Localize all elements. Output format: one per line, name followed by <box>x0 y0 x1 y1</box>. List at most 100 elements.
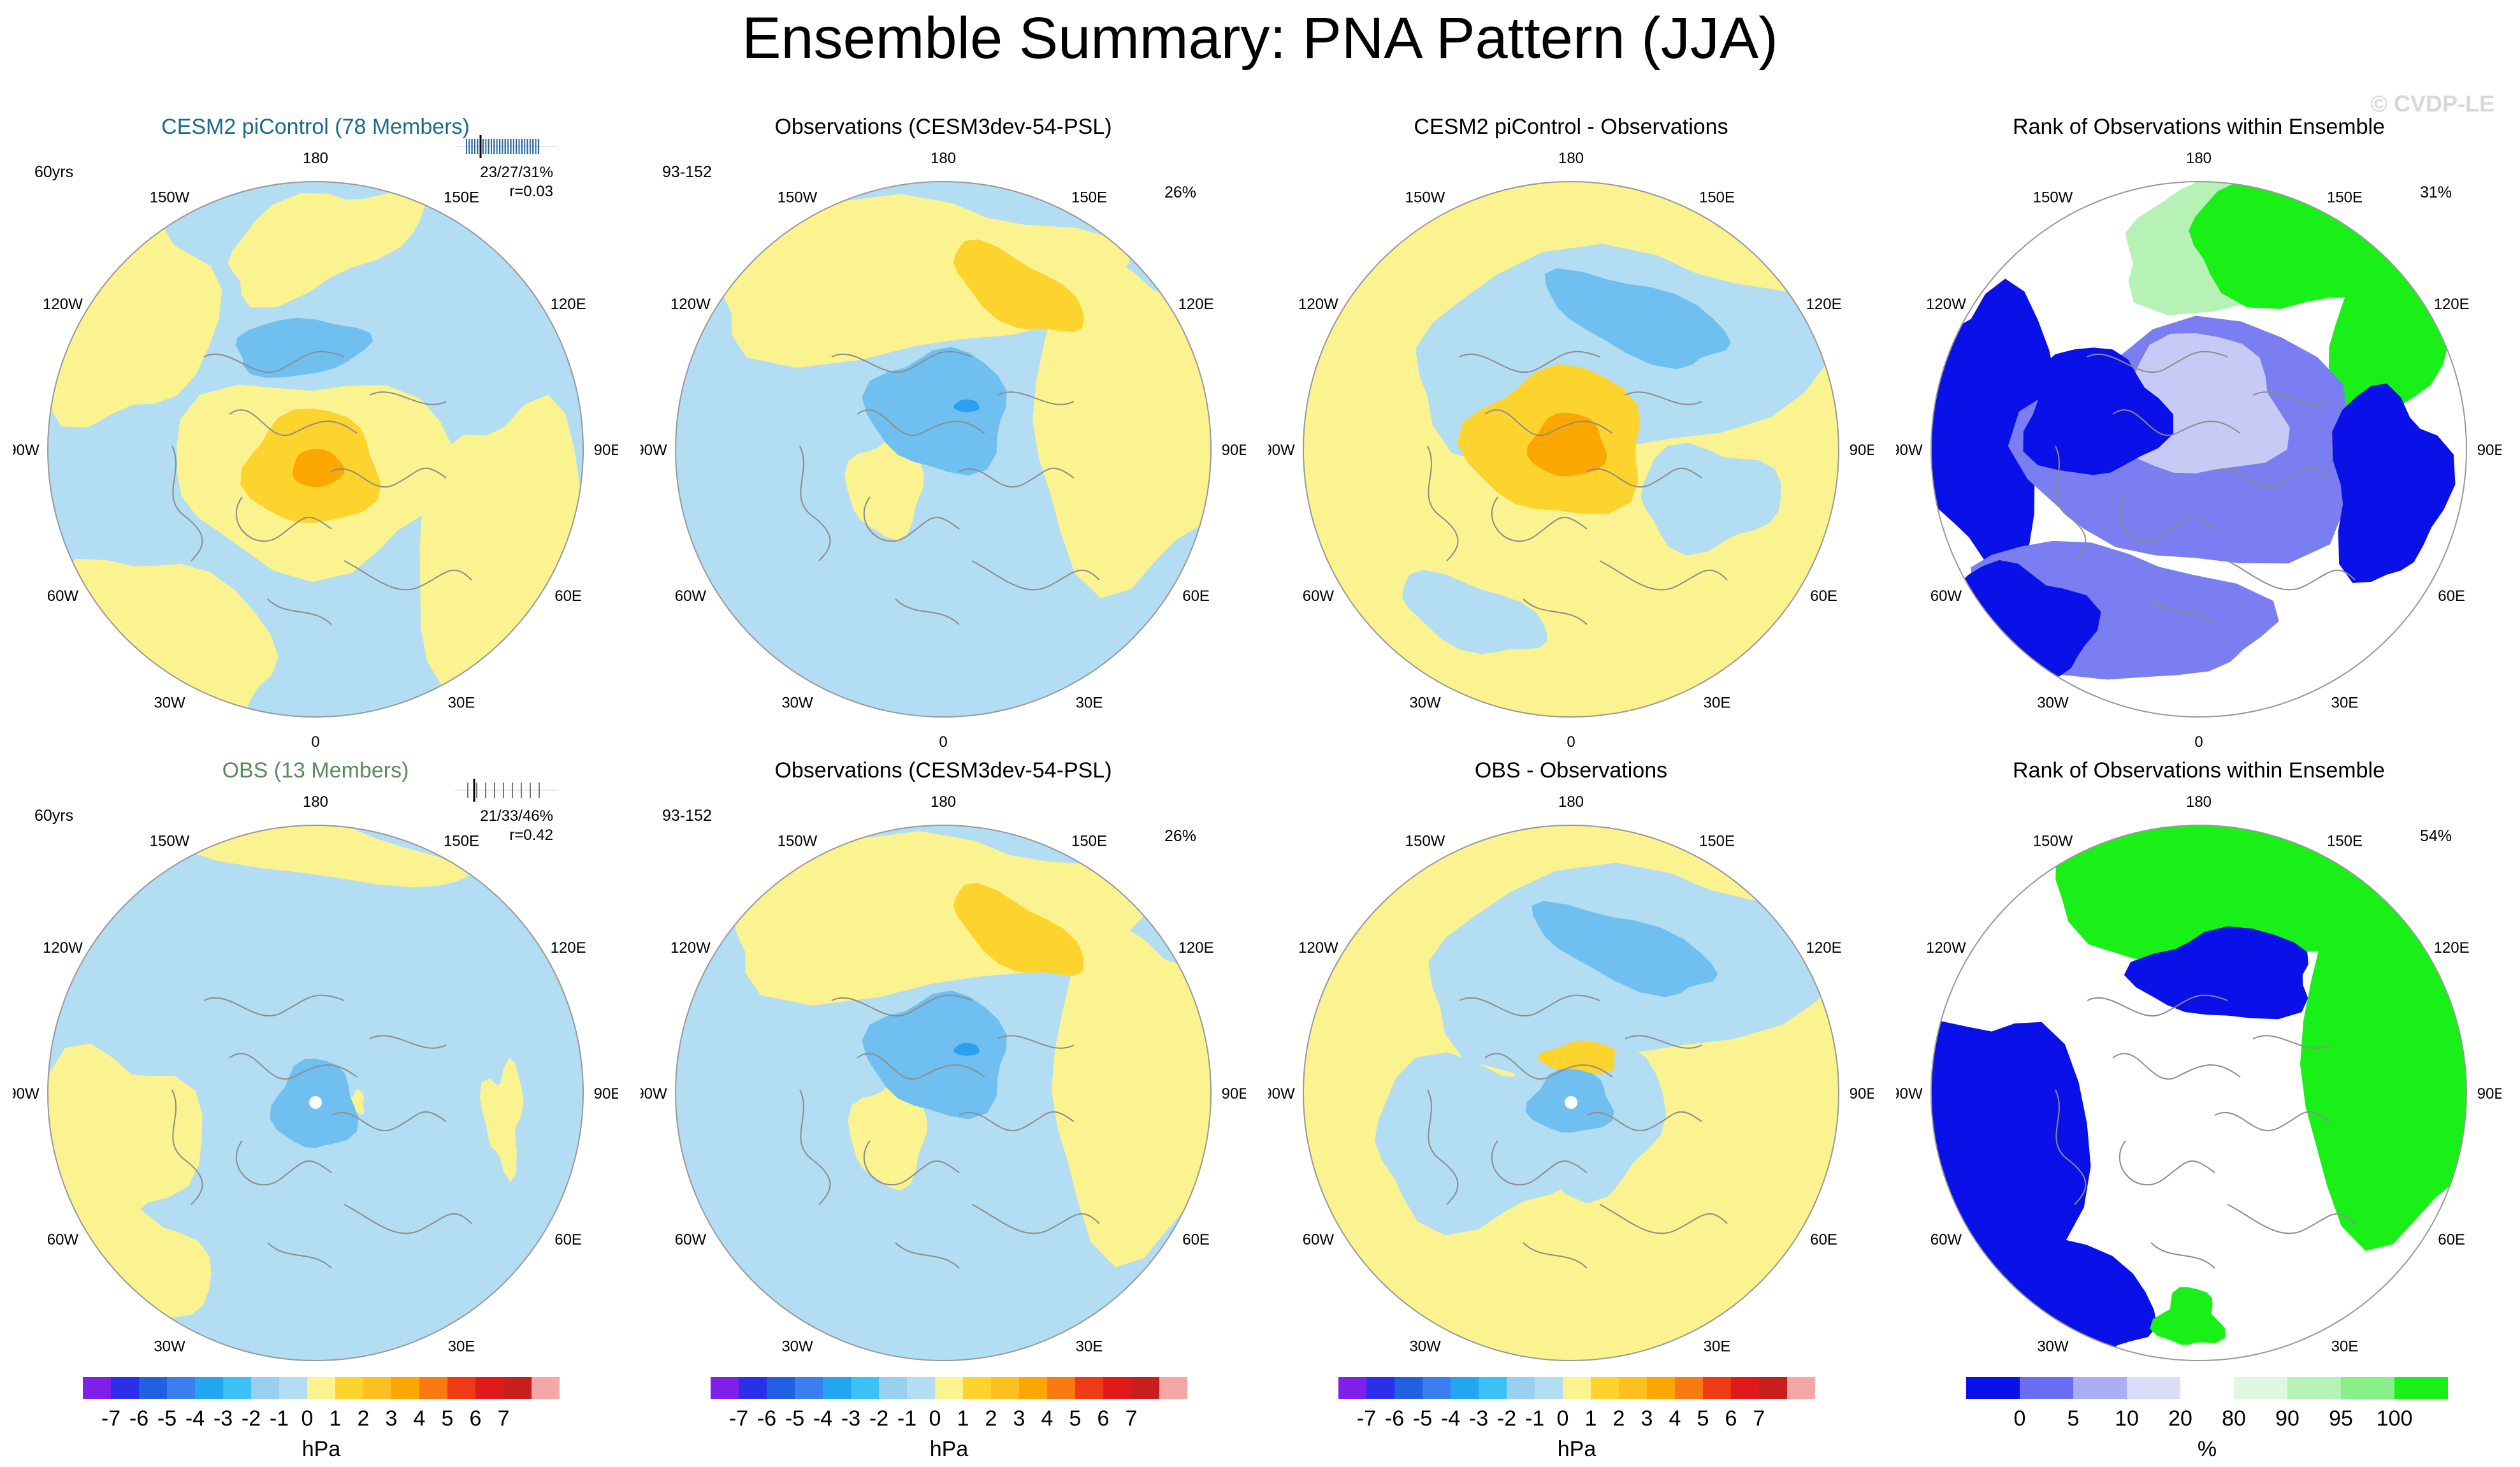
colorbar-label--3: -3 <box>214 1406 233 1431</box>
lon-label-150W: 150W <box>150 832 190 849</box>
contour-region-5 <box>862 347 1007 476</box>
coastline-3 <box>863 1140 960 1186</box>
contour-region-8 <box>235 317 373 378</box>
colorbar-swatch-5 <box>195 1377 223 1399</box>
period-label: 93-152 <box>662 163 712 181</box>
lon-label-120E: 120E <box>2434 296 2470 313</box>
lon-label-90W: 90W <box>1268 442 1295 459</box>
map-panel-3: 180 150E 120E 90E 60E 30E 0 30W 60W 90W 120W 150W CE… <box>1268 115 1874 758</box>
map-border <box>1930 825 2467 1361</box>
lon-label-0: 0 <box>2194 734 2203 751</box>
lon-label-60W: 60W <box>1303 588 1335 605</box>
coastline-4 <box>1586 1111 1702 1132</box>
colorbar-label-1: 1 <box>957 1406 969 1431</box>
colorbar-label--3: -3 <box>1469 1406 1488 1431</box>
colorbar-swatch-13 <box>419 1377 447 1399</box>
colorbar-swatch-13 <box>1047 1377 1075 1399</box>
lon-label-150W: 150W <box>1405 832 1445 849</box>
colorbar-label-2: 2 <box>1613 1406 1625 1431</box>
colorbar-unit: hPa <box>301 1437 341 1461</box>
colorbar-label-6: 6 <box>470 1406 482 1431</box>
colorbar-swatch-4 <box>167 1377 195 1399</box>
period-label: 60yrs <box>34 807 74 825</box>
colorbar-label-7: 7 <box>1753 1406 1765 1431</box>
rank-label-90: 90 <box>2275 1406 2299 1431</box>
lon-label-90E: 90E <box>594 1085 618 1102</box>
pole-marker <box>1565 1096 1577 1109</box>
map-border <box>1303 181 1839 718</box>
coastline-3 <box>1491 496 1588 542</box>
panel-title: Rank of Observations within Ensemble <box>2013 758 2385 783</box>
map-panel-5: 180150E120E90E60E30E030W60W90W120W150WOB… <box>13 758 618 1402</box>
ensemble-ticks <box>455 135 557 158</box>
map-border <box>47 181 584 718</box>
coastline-1 <box>203 350 345 373</box>
coastline-1 <box>1459 994 1600 1017</box>
contour-region-5 <box>2124 926 2308 1020</box>
contour-region-6 <box>953 1043 980 1056</box>
lon-label-90W: 90W <box>641 442 667 459</box>
cvdp-watermark: © CVDP-LE <box>2370 90 2495 117</box>
coastline-5 <box>171 1089 203 1205</box>
map-panel-8: 180150E120E90E60E30E030W60W90W120W150WRa… <box>1896 758 2502 1402</box>
coastline-7 <box>997 391 1075 405</box>
colorbar-swatch-1 <box>1338 1377 1366 1399</box>
lon-label-30W: 30W <box>154 1338 185 1355</box>
map-border <box>1303 825 1839 1361</box>
lon-label-120E: 120E <box>551 939 586 957</box>
lon-label-60W: 60W <box>675 588 707 605</box>
coastline-5 <box>171 445 203 561</box>
polar-map-1: 180 150E 120E 90E 60E 30E 0 30W 60W 90W 120W 150W <box>13 150 618 751</box>
colorbar-swatch-2 <box>111 1377 139 1399</box>
colorbar-swatch-13 <box>1675 1377 1703 1399</box>
lon-label-180: 180 <box>303 793 328 811</box>
coastline-2 <box>229 1053 358 1080</box>
colorbar-label-0: 0 <box>929 1406 941 1431</box>
coastline-5 <box>1427 445 1459 561</box>
coastline-6 <box>1599 560 1728 591</box>
contour-region-4 <box>1544 268 1731 370</box>
percent-label: 26% <box>1164 827 1197 845</box>
contour-region-3 <box>953 883 1084 976</box>
page-title: Ensemble Summary: PNA Pattern (JJA) <box>742 6 1778 71</box>
colorbar-swatch-9 <box>307 1377 335 1399</box>
lon-label-90E: 90E <box>1222 1085 1246 1102</box>
colorbar-swatch-6 <box>851 1377 879 1399</box>
colorbar-swatch-11 <box>1619 1377 1647 1399</box>
rank-label-80: 80 <box>2222 1406 2246 1431</box>
lon-label-90E: 90E <box>1850 1085 1874 1102</box>
colorbar-hpa-3: -7 -6 -5 -4 -3 -2 -1 0 1 2 3 4 5 6 7 hPa <box>1326 1373 1828 1463</box>
coastline-6 <box>971 1204 1100 1234</box>
rank-swatch-7 <box>2287 1377 2341 1399</box>
rank-swatch-5 <box>2180 1377 2234 1399</box>
lon-label-30W: 30W <box>1409 1338 1441 1355</box>
lon-label-120E: 120E <box>551 296 586 313</box>
colorbar-swatch-8 <box>1535 1377 1563 1399</box>
coastline-4 <box>2214 467 2330 488</box>
coastline-7 <box>2252 391 2330 405</box>
lon-label-120W: 120W <box>1926 939 1966 957</box>
colorbar-label-7: 7 <box>1126 1406 1138 1431</box>
coastline-8 <box>267 598 332 625</box>
colorbar-label-3: 3 <box>1641 1406 1653 1431</box>
lon-label-120W: 120W <box>1298 939 1338 957</box>
colorbar-label-4: 4 <box>414 1406 426 1431</box>
contour-region-4 <box>848 1081 927 1191</box>
lon-label-60E: 60E <box>1810 1231 1837 1248</box>
colorbar-label--7: -7 <box>729 1406 748 1431</box>
coastline-2 <box>229 409 358 437</box>
map-panel-2: 180 150E 120E 90E 60E 30E 0 30W 60W 90W 120W 150W Ob… <box>641 115 1246 758</box>
colorbar-label-0: 0 <box>301 1406 314 1431</box>
colorbar-swatch-12 <box>1647 1377 1675 1399</box>
colorbar-label--2: -2 <box>869 1406 888 1431</box>
coastline-2 <box>1484 409 1613 437</box>
contour-region-5 <box>862 990 1007 1120</box>
coastline-3 <box>235 1140 332 1186</box>
colorbar-label--1: -1 <box>270 1406 289 1431</box>
coastline-3 <box>235 496 332 542</box>
coastline-7 <box>1625 391 1702 405</box>
contour-region-4 <box>479 1058 524 1182</box>
coastline-2 <box>857 1053 985 1080</box>
map-border <box>675 181 1212 718</box>
lon-label-30E: 30E <box>1076 695 1103 712</box>
